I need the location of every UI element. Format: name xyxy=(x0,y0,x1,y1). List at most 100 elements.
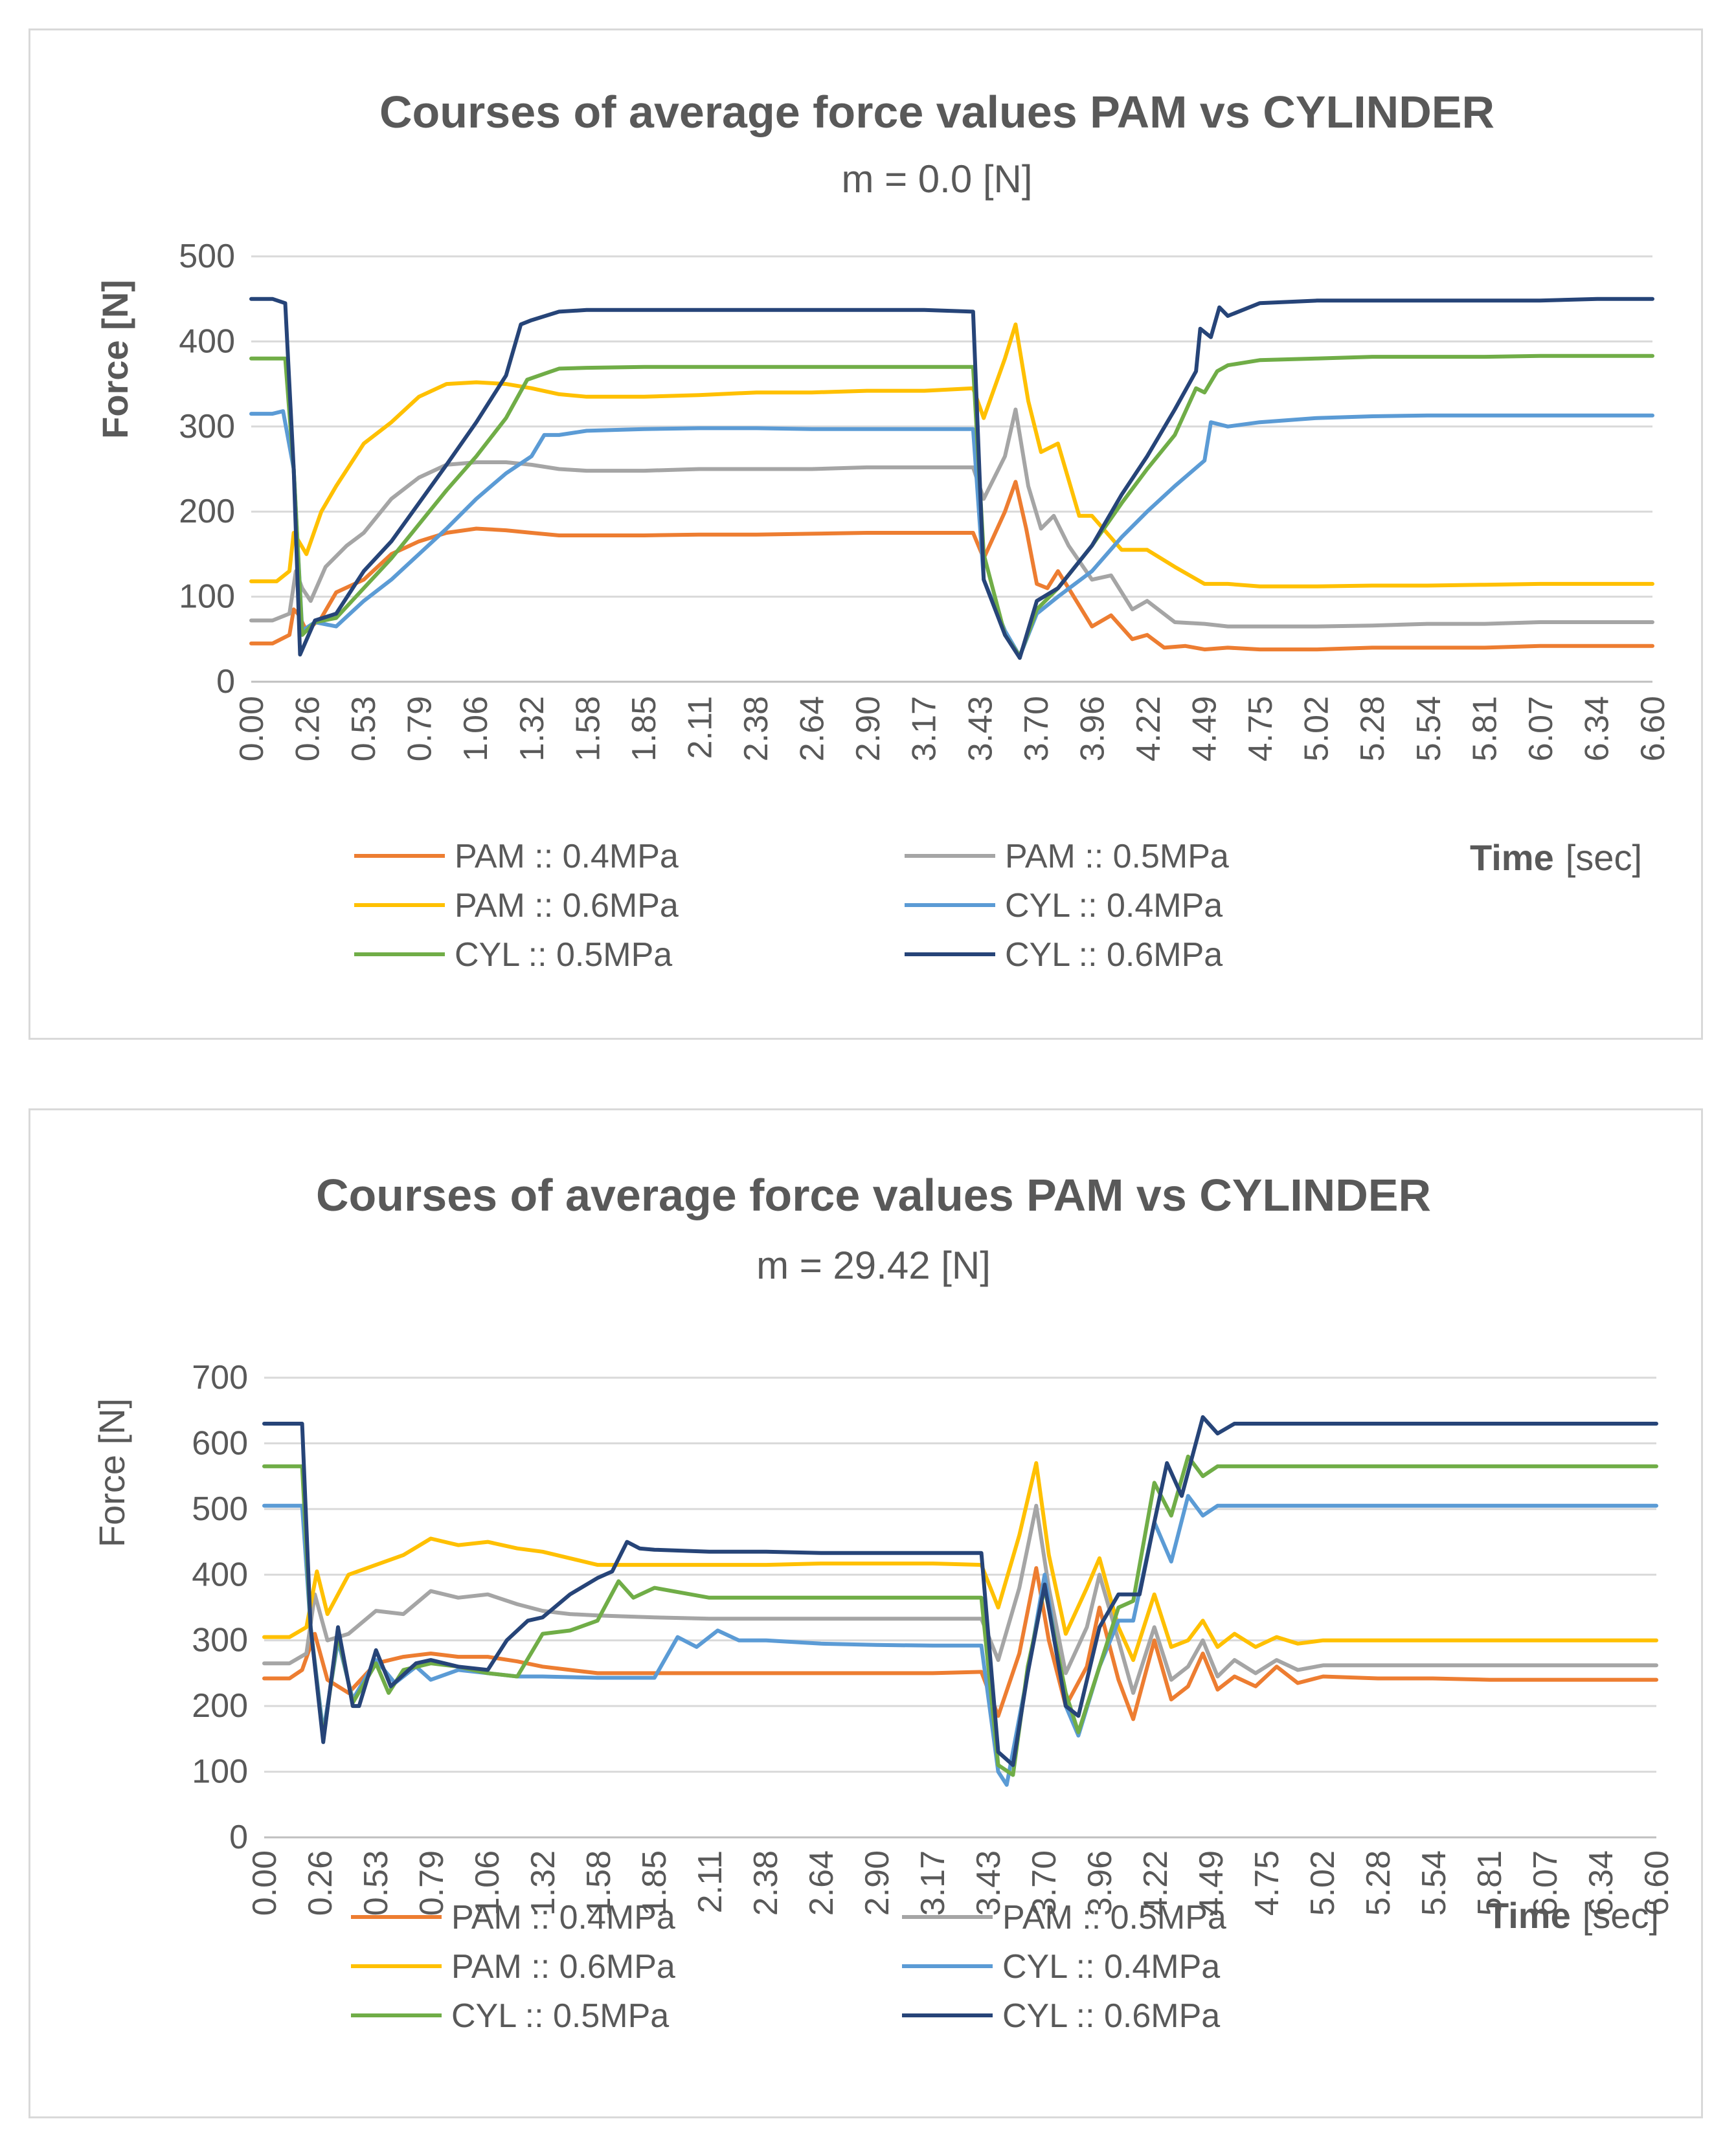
y-tick-label: 100 xyxy=(192,1753,248,1791)
x-axis-label-unit: [sec] xyxy=(1583,1895,1659,1936)
x-tick-label: 0.00 xyxy=(233,696,271,761)
y-axis-label: Force [N] xyxy=(91,1398,132,1547)
x-tick-label: 0.53 xyxy=(345,696,383,761)
x-axis-label: Time [sec] xyxy=(1470,837,1642,878)
x-tick-label: 2.90 xyxy=(850,696,887,761)
x-tick-labels: 0.00 0.26 0.53 0.79 1.06 1.32 1.58 1.85 2.11 2.38… xyxy=(233,696,1672,761)
y-tick-labels: 0 100 200 300 400 500 xyxy=(179,238,235,701)
x-tick-label: 0.79 xyxy=(401,696,439,761)
series-line xyxy=(249,409,1654,658)
x-tick-label: 4.75 xyxy=(1242,696,1279,761)
series-line xyxy=(262,1461,1658,1663)
chart-top: Courses of average force values PAM vs C… xyxy=(95,87,1672,974)
x-tick-label: 3.17 xyxy=(914,1850,952,1916)
x-axis-label-bold: Time xyxy=(1470,837,1554,878)
x-tick-label: 6.34 xyxy=(1583,1850,1620,1916)
x-tick-label: 2.64 xyxy=(803,1850,840,1916)
x-tick-label: 1.32 xyxy=(524,1850,562,1916)
x-tick-label: 4.22 xyxy=(1137,1850,1175,1916)
x-axis-label-unit: [sec] xyxy=(1566,837,1642,878)
series-lines xyxy=(262,1415,1658,1787)
y-tick-label: 600 xyxy=(192,1424,248,1462)
legend-label: PAM :: 0.5MPa xyxy=(1005,838,1229,875)
x-tick-label: 3.17 xyxy=(906,696,943,761)
x-tick-label: 6.60 xyxy=(1638,1850,1676,1916)
legend-label: CYL :: 0.5MPa xyxy=(451,1997,669,2035)
x-tick-label: 2.38 xyxy=(747,1850,785,1916)
x-tick-label: 0.00 xyxy=(246,1850,284,1916)
x-tick-label: 1.58 xyxy=(569,696,607,761)
chart-title: Courses of average force values PAM vs C… xyxy=(316,1170,1431,1220)
y-tick-label: 300 xyxy=(179,408,235,445)
y-tick-label: 700 xyxy=(192,1359,248,1396)
x-tick-label: 2.38 xyxy=(738,696,775,761)
x-tick-label: 4.22 xyxy=(1130,696,1167,761)
y-tick-label: 300 xyxy=(192,1622,248,1659)
x-tick-label: 6.34 xyxy=(1578,696,1616,761)
y-tick-label: 500 xyxy=(192,1490,248,1528)
x-tick-label: 1.06 xyxy=(469,1850,506,1916)
x-tick-label: 6.60 xyxy=(1634,696,1672,761)
x-tick-label: 1.32 xyxy=(513,696,551,761)
legend-label: PAM :: 0.6MPa xyxy=(455,887,679,925)
chart-title: Courses of average force values PAM vs C… xyxy=(379,87,1494,137)
legend-label: CYL :: 0.5MPa xyxy=(455,936,672,974)
x-tick-label: 3.70 xyxy=(1018,696,1055,761)
grid-lines xyxy=(264,1376,1656,1839)
x-tick-labels: 0.00 0.26 0.53 0.79 1.06 1.32 1.58 1.85 2.11 2.38… xyxy=(246,1850,1676,1916)
legend-label: CYL :: 0.4MPa xyxy=(1002,1948,1220,1986)
x-tick-label: 1.85 xyxy=(626,696,663,761)
x-tick-label: 5.02 xyxy=(1298,696,1336,761)
y-tick-label: 200 xyxy=(179,493,235,530)
x-axis-label-bold: Time xyxy=(1487,1895,1571,1936)
y-tick-label: 100 xyxy=(179,578,235,616)
x-tick-label: 5.28 xyxy=(1354,696,1392,761)
y-tick-label: 0 xyxy=(216,663,235,701)
x-tick-label: 0.79 xyxy=(413,1850,451,1916)
legend-label: PAM :: 0.4MPa xyxy=(451,1899,675,1936)
x-tick-label: 0.53 xyxy=(357,1850,395,1916)
x-tick-label: 2.64 xyxy=(794,696,831,761)
series-line xyxy=(249,407,1654,629)
y-tick-label: 400 xyxy=(192,1556,248,1593)
y-tick-label: 200 xyxy=(192,1687,248,1725)
x-tick-label: 1.85 xyxy=(636,1850,673,1916)
legend-label: CYL :: 0.6MPa xyxy=(1002,1997,1220,2035)
chart-subtitle: m = 29.42 [N] xyxy=(756,1244,991,1287)
x-tick-label: 4.49 xyxy=(1186,696,1224,761)
x-tick-label: 4.75 xyxy=(1248,1850,1286,1916)
x-tick-label: 2.11 xyxy=(692,1850,729,1913)
x-axis-label: Time [sec] xyxy=(1487,1895,1659,1936)
x-tick-label: 3.96 xyxy=(1074,696,1111,761)
series-line xyxy=(262,1415,1658,1767)
legend-label: PAM :: 0.6MPa xyxy=(451,1948,675,1986)
x-tick-label: 5.28 xyxy=(1360,1850,1397,1916)
x-tick-label: 6.07 xyxy=(1522,696,1560,761)
x-tick-label: 5.02 xyxy=(1304,1850,1342,1916)
grid-lines xyxy=(251,255,1652,683)
legend-label: CYL :: 0.4MPa xyxy=(1005,887,1223,925)
legend-label: PAM :: 0.4MPa xyxy=(455,838,679,875)
x-tick-label: 3.43 xyxy=(962,696,999,761)
chart-panel-top: Courses of average force values PAM vs C… xyxy=(28,28,1703,1040)
series-line xyxy=(262,1566,1658,1721)
x-tick-label: 3.96 xyxy=(1081,1850,1119,1916)
x-tick-label: 4.49 xyxy=(1193,1850,1230,1916)
y-tick-label: 400 xyxy=(179,322,235,360)
legend-label: CYL :: 0.6MPa xyxy=(1005,936,1223,974)
series-line xyxy=(249,297,1654,660)
series-line xyxy=(249,353,1654,658)
x-tick-label: 3.70 xyxy=(1026,1850,1063,1916)
y-tick-label: 500 xyxy=(179,238,235,275)
series-line xyxy=(262,1494,1658,1787)
x-tick-label: 1.06 xyxy=(457,696,495,761)
chart-bottom: Courses of average force values PAM vs C… xyxy=(91,1170,1676,2035)
y-tick-labels: 0 100 200 300 400 500 600 700 xyxy=(192,1359,248,1856)
x-tick-label: 1.58 xyxy=(580,1850,618,1916)
x-tick-label: 5.81 xyxy=(1471,1850,1509,1916)
x-tick-label: 5.54 xyxy=(1410,696,1448,761)
x-tick-label: 2.90 xyxy=(859,1850,896,1916)
y-axis-label: Force [N] xyxy=(95,280,135,439)
